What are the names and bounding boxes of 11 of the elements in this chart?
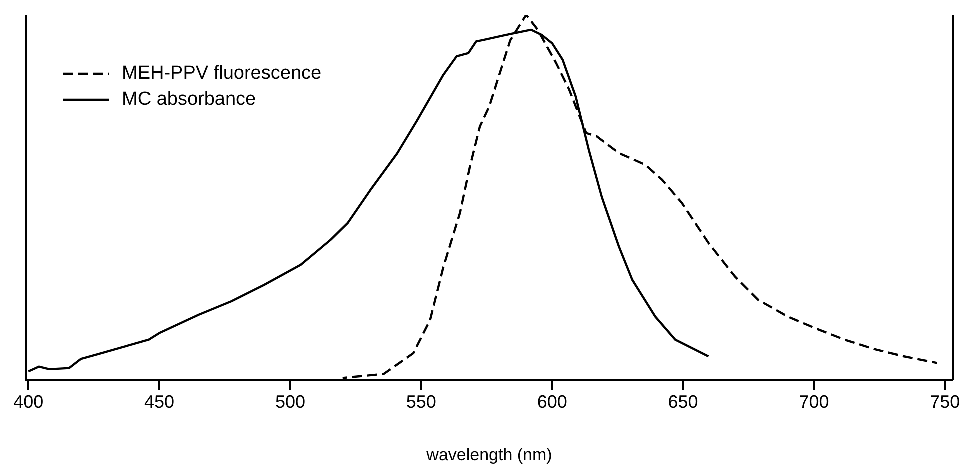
x-tick-label: 500 — [275, 392, 306, 412]
x-tick-label: 450 — [144, 392, 175, 412]
legend-label: MC absorbance — [122, 89, 256, 110]
x-tick-label: 650 — [668, 392, 698, 412]
x-tick-label: 700 — [799, 392, 830, 412]
x-axis-title: wavelength (nm) — [426, 445, 552, 464]
x-tick-label: 600 — [537, 392, 568, 412]
x-tick-label: 550 — [406, 392, 436, 412]
legend-label: MEH-PPV fluorescence — [122, 63, 322, 84]
x-tick-label: 400 — [14, 392, 44, 412]
x-tick-label: 750 — [930, 392, 960, 412]
